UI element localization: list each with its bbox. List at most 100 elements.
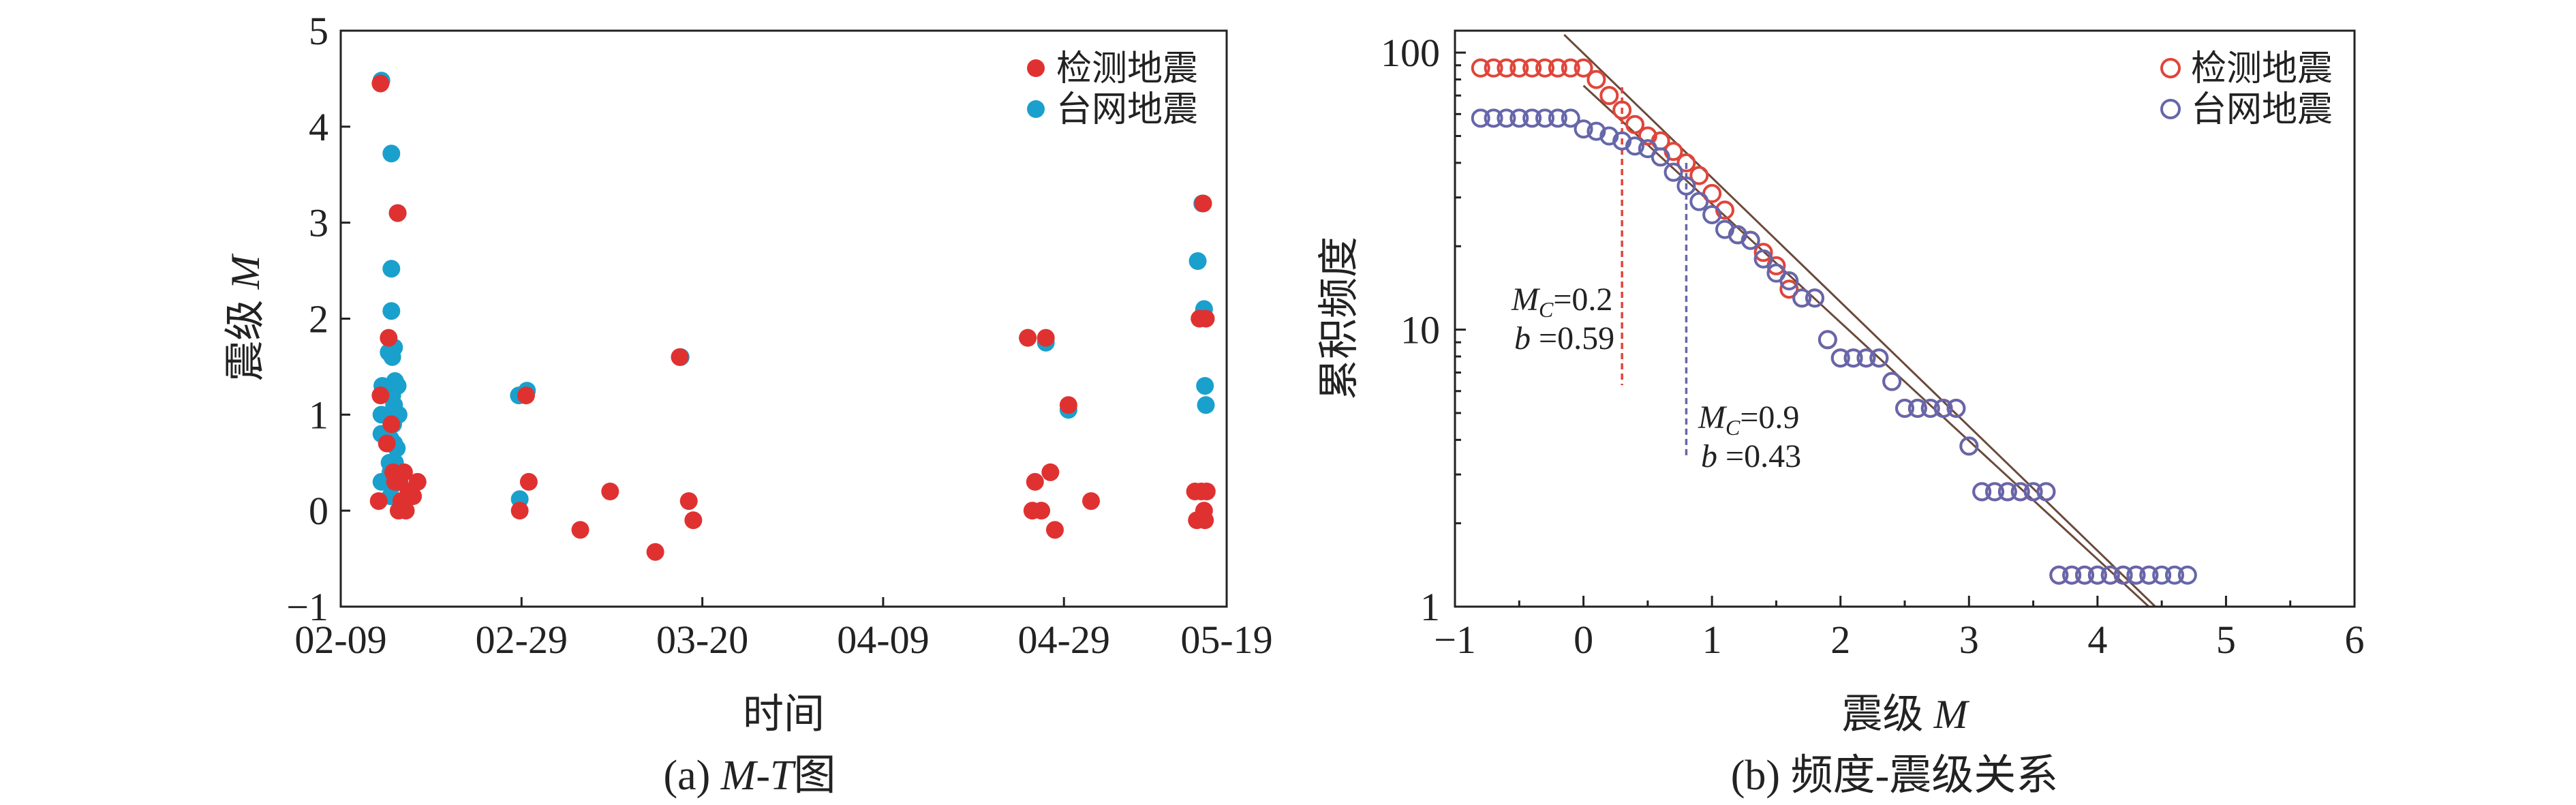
network-fmd-point	[2087, 565, 2107, 585]
b-annotation-detected: b =0.59	[1514, 320, 1614, 356]
network-point	[382, 260, 401, 278]
network-fmd-point	[1484, 108, 1503, 128]
x-tick-label: 05-19	[1180, 618, 1272, 662]
network-fmd-point	[1497, 108, 1516, 128]
detected-point	[371, 74, 390, 93]
network-fmd-point	[1792, 288, 1812, 308]
network-fmd-point	[1548, 108, 1567, 128]
network-fmd-point	[1779, 271, 1799, 291]
mc-annotation-network: MC=0.9	[1698, 399, 1799, 440]
detected-fmd-point	[1497, 58, 1516, 78]
network-fmd-point	[1985, 482, 2004, 502]
detected-point	[679, 492, 698, 511]
detected-fmd-point	[1625, 115, 1644, 134]
network-fmd-point	[2036, 482, 2056, 502]
network-fmd-point	[1663, 162, 1683, 182]
detected-point	[646, 543, 664, 561]
detected-fmd-point	[1471, 58, 1490, 78]
panel-a-plot-frame	[339, 29, 1228, 608]
network-fmd-point	[2152, 565, 2172, 585]
detected-point	[1197, 483, 1216, 500]
network-earthquake-points	[372, 72, 1215, 508]
x-tick-label: 4	[2087, 618, 2107, 662]
network-fmd-point	[1471, 108, 1490, 128]
network-point	[1196, 377, 1214, 395]
x-tick-label: 04-09	[837, 618, 929, 662]
network-fmd-points	[1471, 108, 2197, 585]
panel-b-frequency-magnitude: −1 0 1 2 3 4 5 6 1 10 100 MC=0.2 b =0.59 MC=0.9 b …	[1317, 29, 2365, 799]
annotation-network: MC=0.9 b =0.43	[1698, 399, 1801, 474]
network-fmd-point	[2023, 482, 2043, 502]
detected-point	[397, 502, 415, 520]
detected-point	[601, 483, 619, 500]
legend-label-detected: 检测地震	[1056, 50, 1198, 89]
network-fmd-point	[1946, 399, 1966, 419]
network-fmd-point	[1920, 399, 1940, 419]
network-fmd-point	[1599, 126, 1619, 146]
panel-a-ticks: 02-09 02-29 03-20 04-09 04-29 05-19 −1 0 1 2 3 4 5	[286, 9, 1272, 662]
x-tick-label: 6	[2345, 618, 2365, 662]
panel-a-mt-scatter: 02-09 02-29 03-20 04-09 04-29 05-19 −1 0 1 2 3 4 5 检…	[223, 9, 1273, 799]
network-fmd-point	[1907, 399, 1927, 419]
x-tick-label: −1	[1434, 618, 1476, 662]
detected-fmd-point	[1548, 58, 1567, 78]
detected-fmd-point	[1612, 100, 1632, 120]
b-annotation-network: b =0.43	[1701, 438, 1801, 474]
y-tick-label: −1	[286, 585, 328, 629]
detected-point	[395, 463, 413, 481]
network-point	[1197, 396, 1215, 414]
panel-a-legend: 检测地震 台网地震	[1027, 50, 1198, 130]
x-tick-label: 04-29	[1018, 618, 1110, 662]
detected-point	[382, 415, 401, 434]
network-fmd-point	[1625, 136, 1644, 156]
panel-b-y-axis-title: 累积频度	[1317, 237, 1362, 400]
network-fmd-point	[1830, 348, 1850, 368]
detected-point	[510, 502, 529, 520]
y-tick-label: 1	[309, 393, 328, 437]
detected-point	[1019, 329, 1037, 347]
detected-point	[684, 511, 703, 530]
legend-marker-detected	[1027, 59, 1045, 77]
network-fmd-point	[1843, 348, 1863, 368]
panel-a-x-axis-title: 时间	[743, 692, 825, 737]
x-tick-label: 3	[1959, 618, 1979, 662]
network-point	[382, 145, 401, 163]
detected-fmd-point	[1561, 58, 1580, 78]
network-fmd-point	[1856, 348, 1876, 368]
panel-a-y-axis-title: 震级 M	[223, 253, 268, 381]
detected-fmd-point	[1535, 58, 1554, 78]
panel-b-ticks: −1 0 1 2 3 4 5 6 1 10 100	[1381, 31, 2365, 662]
network-fmd-point	[1522, 108, 1542, 128]
detected-fmd-point	[1599, 86, 1619, 106]
network-fmd-point	[1509, 108, 1529, 128]
y-tick-label: 4	[309, 105, 328, 149]
detected-point	[378, 434, 396, 453]
network-fmd-point	[1882, 371, 1902, 391]
detected-fmd-point	[1638, 126, 1657, 146]
legend-label-detected-b: 检测地震	[2191, 50, 2333, 89]
mc-annotation-detected: MC=0.2	[1511, 282, 1612, 322]
network-fmd-point	[2139, 565, 2159, 585]
fit-lines	[1563, 33, 2156, 607]
network-fmd-point	[2049, 565, 2069, 585]
network-fmd-point	[1869, 348, 1889, 368]
fit-line	[1563, 33, 2156, 607]
detected-point	[1032, 502, 1051, 520]
detected-fmd-point	[1676, 153, 1696, 172]
network-fmd-point	[2075, 565, 2094, 585]
detected-point	[1037, 329, 1055, 347]
detected-point	[408, 472, 427, 491]
detected-point	[388, 204, 407, 222]
detected-fmd-point	[1715, 200, 1734, 220]
x-tick-label: 02-09	[294, 618, 386, 662]
network-point	[382, 302, 401, 320]
network-fmd-point	[2165, 565, 2184, 585]
x-tick-label: 02-29	[476, 618, 568, 662]
y-tick-label: 2	[309, 297, 328, 341]
network-fmd-point	[1741, 230, 1760, 250]
detected-point	[671, 348, 689, 366]
detected-point	[1197, 309, 1215, 328]
network-fmd-point	[2100, 565, 2120, 585]
y-tick-label: 0	[309, 489, 328, 533]
